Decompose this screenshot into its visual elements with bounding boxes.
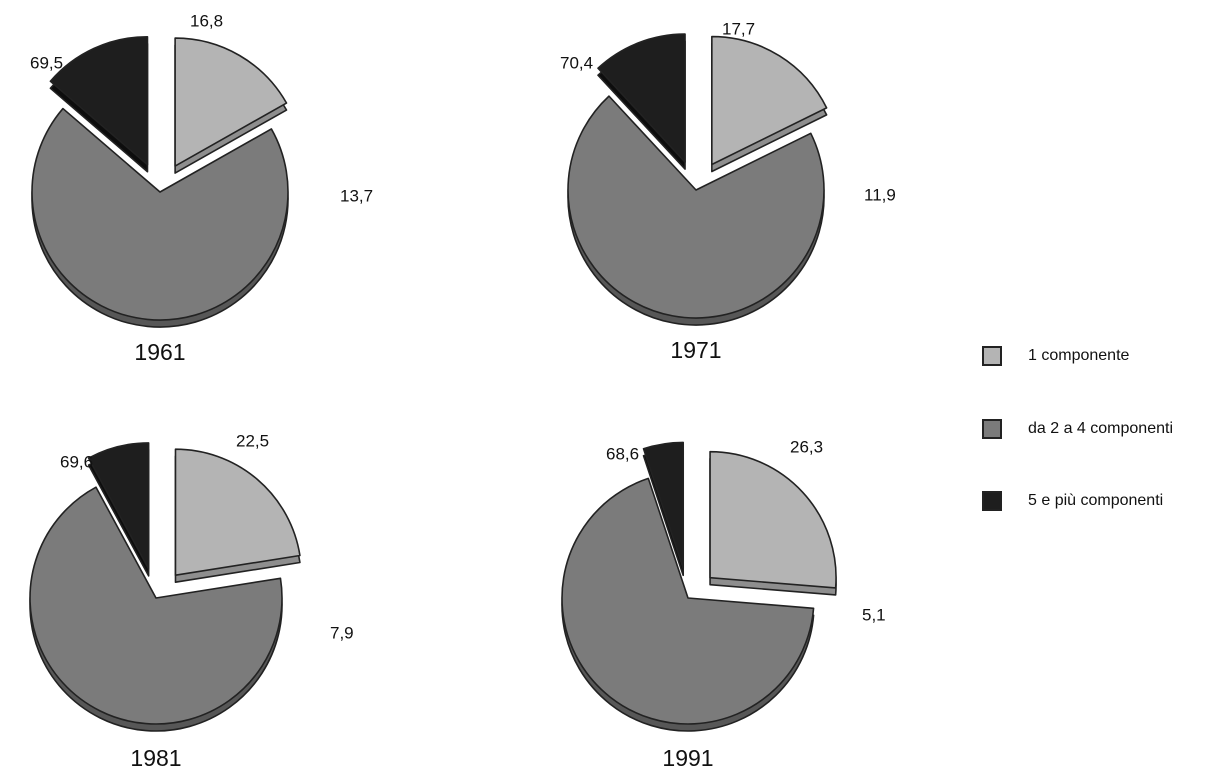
pie-slice-2-4-componenti (29, 486, 283, 725)
data-label-1961-5-piu-componenti: 13,7 (340, 186, 373, 205)
chart-title-1981: 1981 (130, 745, 181, 771)
pie-chart-1961: 16,8 69,5 13,7 1961 (30, 11, 373, 365)
chart-title-1991: 1991 (662, 745, 713, 771)
pie-slice-5-piu-componenti (87, 442, 150, 570)
data-label-1981-5-piu-componenti: 7,9 (330, 623, 354, 642)
legend-item-1-componente: 1 componente (982, 346, 1129, 366)
legend-item-2-4-componenti: da 2 a 4 componenti (982, 419, 1173, 439)
legend-label-1-componente: 1 componente (1028, 347, 1130, 364)
pie-chart-1971: 17,7 70,4 11,9 1971 (560, 19, 896, 363)
pie-slice-2-4-componenti (567, 95, 825, 319)
data-label-1961-1-componente: 16,8 (190, 11, 223, 30)
pie-slice-5-piu-componenti (642, 441, 685, 570)
data-label-1971-2-4-componenti: 70,4 (560, 53, 593, 72)
pie-slice-5-piu-componenti (597, 33, 686, 163)
pie-slice-1-componente (711, 35, 828, 166)
data-label-1981-1-componente: 22,5 (236, 431, 269, 450)
pie-slice-1-componente (174, 448, 301, 576)
pie-slice-5-piu-componenti (49, 35, 149, 166)
data-label-1961-2-4-componenti: 69,5 (30, 53, 63, 72)
chart-title-1971: 1971 (670, 337, 721, 363)
data-label-1991-1-componente: 26,3 (790, 437, 823, 456)
legend-swatch-1-componente (982, 346, 1002, 366)
pie-slice-1-componente (709, 450, 837, 589)
legend-label-5-piu-componenti: 5 e più componenti (1028, 492, 1164, 509)
pie-slice-1-componente (174, 37, 288, 167)
data-label-1971-1-componente: 17,7 (722, 19, 755, 38)
legend-swatch-5-piu-componenti (982, 491, 1002, 511)
data-label-1981-2-4-componenti: 69,6 (60, 452, 93, 471)
legend-label-2-4-componenti: da 2 a 4 componenti (1028, 420, 1173, 437)
legend-item-5-piu-componenti: 5 e più componenti (982, 491, 1163, 511)
data-label-1971-5-piu-componenti: 11,9 (864, 185, 896, 204)
pie-chart-1981: 22,5 69,6 7,9 1981 (29, 431, 354, 771)
data-label-1991-2-4-componenti: 68,6 (606, 444, 639, 463)
data-label-1991-5-piu-componenti: 5,1 (862, 605, 886, 624)
pie-slice-2-4-componenti (31, 107, 289, 321)
chart-title-1961: 1961 (134, 339, 185, 365)
pie-slice-2-4-componenti (561, 477, 815, 725)
pie-chart-1991: 26,3 68,6 5,1 1991 (561, 437, 886, 771)
legend-swatch-2-4-componenti (982, 419, 1002, 439)
